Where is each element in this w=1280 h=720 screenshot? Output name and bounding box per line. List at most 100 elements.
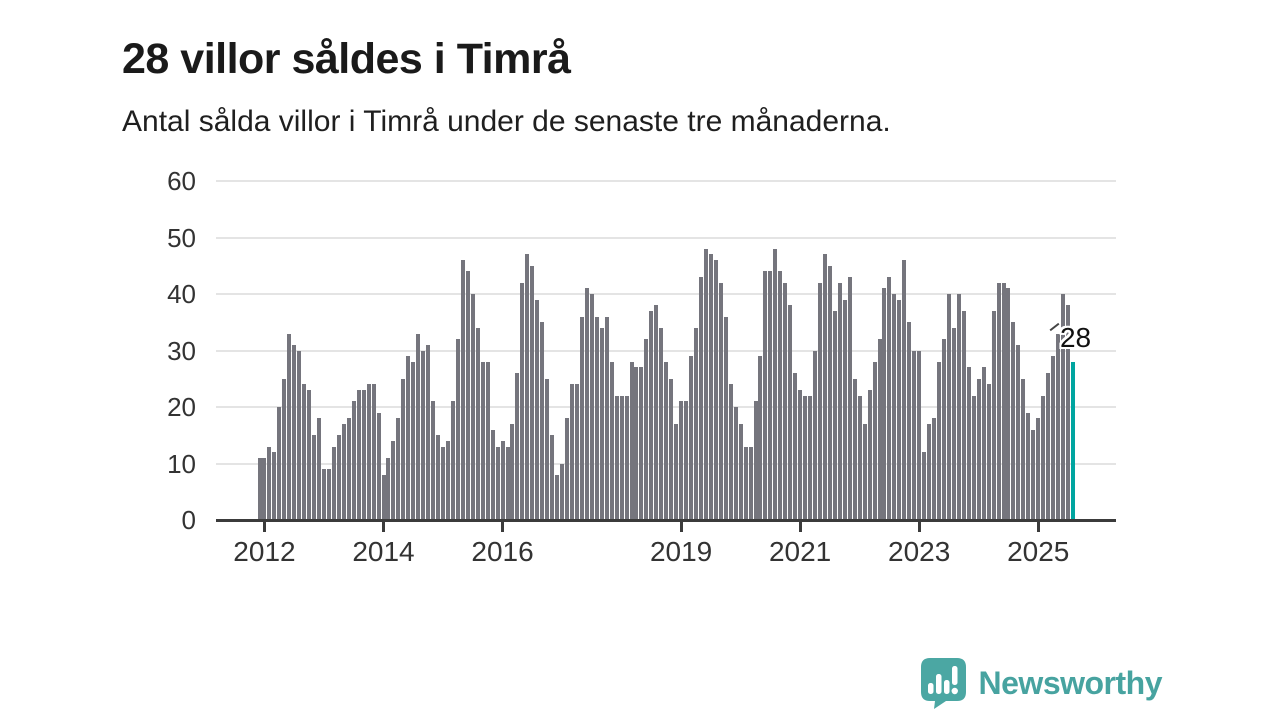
bar (693, 327, 698, 520)
bar (411, 361, 416, 520)
bar (852, 378, 857, 520)
bar (1011, 322, 1016, 520)
x-axis-label-2012: 2012 (233, 536, 296, 567)
bar (738, 423, 743, 520)
bar (550, 435, 555, 520)
bar (569, 384, 574, 520)
page-title: 28 villor såldes i Timrå (122, 34, 571, 83)
bar (1016, 344, 1021, 520)
x-tick-2016 (501, 522, 505, 532)
bar (326, 469, 331, 520)
bar (450, 401, 455, 520)
bar (584, 288, 589, 520)
bar (396, 418, 401, 520)
bar (664, 361, 669, 520)
bar (832, 310, 837, 520)
x-axis-line (216, 519, 1116, 522)
bar (500, 440, 505, 520)
x-axis-label-2023: 2023 (888, 536, 951, 567)
bar (480, 361, 485, 520)
bar (897, 299, 902, 520)
bar (649, 310, 654, 520)
bar (436, 435, 441, 520)
bar (1031, 429, 1036, 520)
bar (817, 282, 822, 520)
bar (1056, 333, 1061, 520)
bar (317, 418, 322, 520)
bar (753, 401, 758, 520)
bar (912, 350, 917, 520)
bar (1046, 373, 1051, 520)
bar (877, 339, 882, 520)
bar (431, 401, 436, 520)
bar (1026, 412, 1031, 520)
bar (515, 373, 520, 520)
y-axis-label-20: 20 (167, 392, 196, 422)
y-axis-label-60: 60 (167, 166, 196, 196)
bar (525, 254, 530, 520)
bar (937, 361, 942, 520)
bar (376, 412, 381, 520)
bar (505, 446, 510, 520)
bar (356, 390, 361, 520)
bar (991, 310, 996, 520)
bar (321, 469, 326, 520)
bar (371, 384, 376, 520)
bar (540, 322, 545, 520)
bar (297, 350, 302, 520)
bar (361, 390, 366, 520)
bar (842, 299, 847, 520)
bar (272, 452, 277, 520)
bar (946, 294, 951, 520)
bar (768, 271, 773, 520)
bar (470, 294, 475, 520)
bar (758, 356, 763, 520)
bar (614, 395, 619, 520)
bar (490, 429, 495, 520)
bar (604, 316, 609, 520)
bar (961, 310, 966, 520)
bar (788, 305, 793, 520)
bar (733, 407, 738, 520)
bar (887, 277, 892, 520)
bar (827, 265, 832, 520)
gridline-y-40 (216, 293, 1116, 295)
bar (743, 446, 748, 520)
bar (282, 378, 287, 520)
bar (416, 333, 421, 520)
bar (555, 474, 560, 520)
bar (1061, 294, 1066, 520)
bar (867, 390, 872, 520)
bar (941, 339, 946, 520)
gridline-y-50 (216, 236, 1116, 239)
bar (599, 327, 604, 520)
bar (703, 248, 708, 520)
bar (421, 350, 426, 520)
bar (331, 446, 336, 520)
bar (966, 367, 971, 520)
bar (659, 327, 664, 520)
bar (813, 350, 818, 520)
bar (1041, 395, 1046, 520)
bar (510, 423, 515, 520)
bar (971, 395, 976, 520)
bar (386, 457, 391, 520)
x-tick-2021 (798, 522, 802, 532)
bar (594, 316, 599, 520)
bar (708, 254, 713, 520)
gridline-y-60 (216, 180, 1116, 182)
bar (808, 395, 813, 520)
bar (644, 339, 649, 520)
bar (783, 282, 788, 520)
gridline-y-30 (216, 349, 1116, 352)
y-axis-label-10: 10 (167, 448, 196, 479)
bar (857, 395, 862, 520)
bar (341, 423, 346, 520)
y-axis-label-50: 50 (167, 222, 196, 253)
bar (981, 367, 986, 520)
bar (475, 327, 480, 520)
brand-name: Newsworthy (978, 664, 1163, 701)
x-axis-label-2021: 2021 (768, 536, 832, 567)
bar (406, 356, 411, 520)
bar (882, 288, 887, 520)
